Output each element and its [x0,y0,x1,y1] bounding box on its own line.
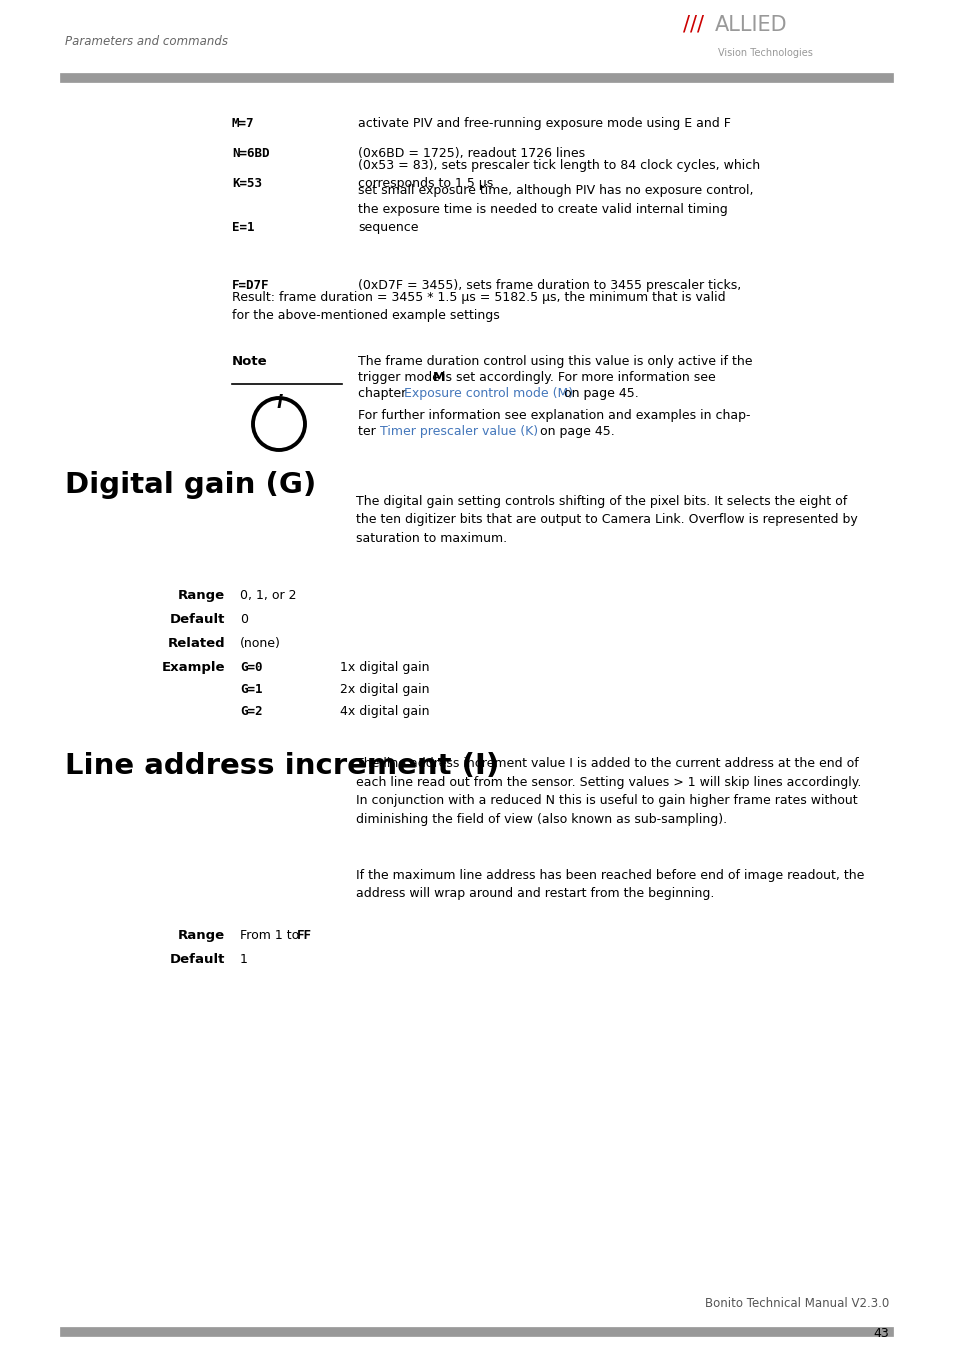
Text: (none): (none) [240,637,280,649]
Text: 4x digital gain: 4x digital gain [339,705,429,718]
Text: Timer prescaler value (K): Timer prescaler value (K) [379,425,537,437]
Text: From 1 to: From 1 to [240,929,303,942]
Text: Range: Range [177,929,225,942]
Text: 0: 0 [240,613,248,626]
Text: Vision Technologies: Vision Technologies [718,49,812,58]
Text: 1x digital gain: 1x digital gain [339,662,429,674]
Text: Default: Default [170,953,225,967]
Text: trigger mode: trigger mode [357,371,443,383]
Text: (0xD7F = 3455), sets frame duration to 3455 prescaler ticks,: (0xD7F = 3455), sets frame duration to 3… [357,279,740,292]
Text: The line address increment value I is added to the current address at the end of: The line address increment value I is ad… [355,757,861,826]
Text: Example: Example [161,662,225,674]
Text: 1: 1 [240,953,248,967]
Text: E=1: E=1 [232,221,254,234]
Text: FF: FF [296,929,312,942]
Text: Default: Default [170,613,225,626]
Text: Note: Note [232,355,268,369]
Text: Digital gain (G): Digital gain (G) [65,471,315,500]
Text: The digital gain setting controls shifting of the pixel bits. It selects the eig: The digital gain setting controls shifti… [355,495,857,545]
Text: For further information see explanation and examples in chap-: For further information see explanation … [357,409,750,423]
Text: K=53: K=53 [232,177,262,190]
Text: on page 45.: on page 45. [536,425,614,437]
Text: Line address increment (I): Line address increment (I) [65,752,498,780]
Text: M=7: M=7 [232,117,254,130]
Text: Bonito Technical Manual V2.3.0: Bonito Technical Manual V2.3.0 [704,1297,888,1310]
Text: G=0: G=0 [240,662,262,674]
Text: G=1: G=1 [240,683,262,697]
Text: G=2: G=2 [240,705,262,718]
Text: ter: ter [357,425,379,437]
Text: Parameters and commands: Parameters and commands [65,35,228,49]
Text: ///: /// [682,15,703,35]
Text: i: i [275,394,281,412]
Text: chapter: chapter [357,387,410,400]
Text: Exposure control mode (M): Exposure control mode (M) [403,387,573,400]
Text: Range: Range [177,589,225,602]
Text: ALLIED: ALLIED [714,15,787,35]
Text: (0x6BD = 1725), readout 1726 lines: (0x6BD = 1725), readout 1726 lines [357,147,584,161]
Text: 2x digital gain: 2x digital gain [339,683,429,697]
Text: M: M [433,371,445,383]
Text: activate PIV and free-running exposure mode using E and F: activate PIV and free-running exposure m… [357,117,730,130]
Text: 0, 1, or 2: 0, 1, or 2 [240,589,296,602]
Text: F=D7F: F=D7F [232,279,269,292]
Text: set small exposure time, although PIV has no exposure control,
the exposure time: set small exposure time, although PIV ha… [357,184,753,234]
Text: on page 45.: on page 45. [559,387,639,400]
Text: is set accordingly. For more information see: is set accordingly. For more information… [441,371,715,383]
Text: N=6BD: N=6BD [232,147,269,161]
Text: 43: 43 [872,1327,888,1341]
Text: Related: Related [167,637,225,649]
Text: (0x53 = 83), sets prescaler tick length to 84 clock cycles, which
corresponds to: (0x53 = 83), sets prescaler tick length … [357,158,760,190]
Text: Result: frame duration = 3455 * 1.5 μs = 5182.5 μs, the minimum that is valid
fo: Result: frame duration = 3455 * 1.5 μs =… [232,290,725,323]
Text: The frame duration control using this value is only active if the: The frame duration control using this va… [357,355,752,369]
Text: If the maximum line address has been reached before end of image readout, the
ad: If the maximum line address has been rea… [355,868,863,900]
